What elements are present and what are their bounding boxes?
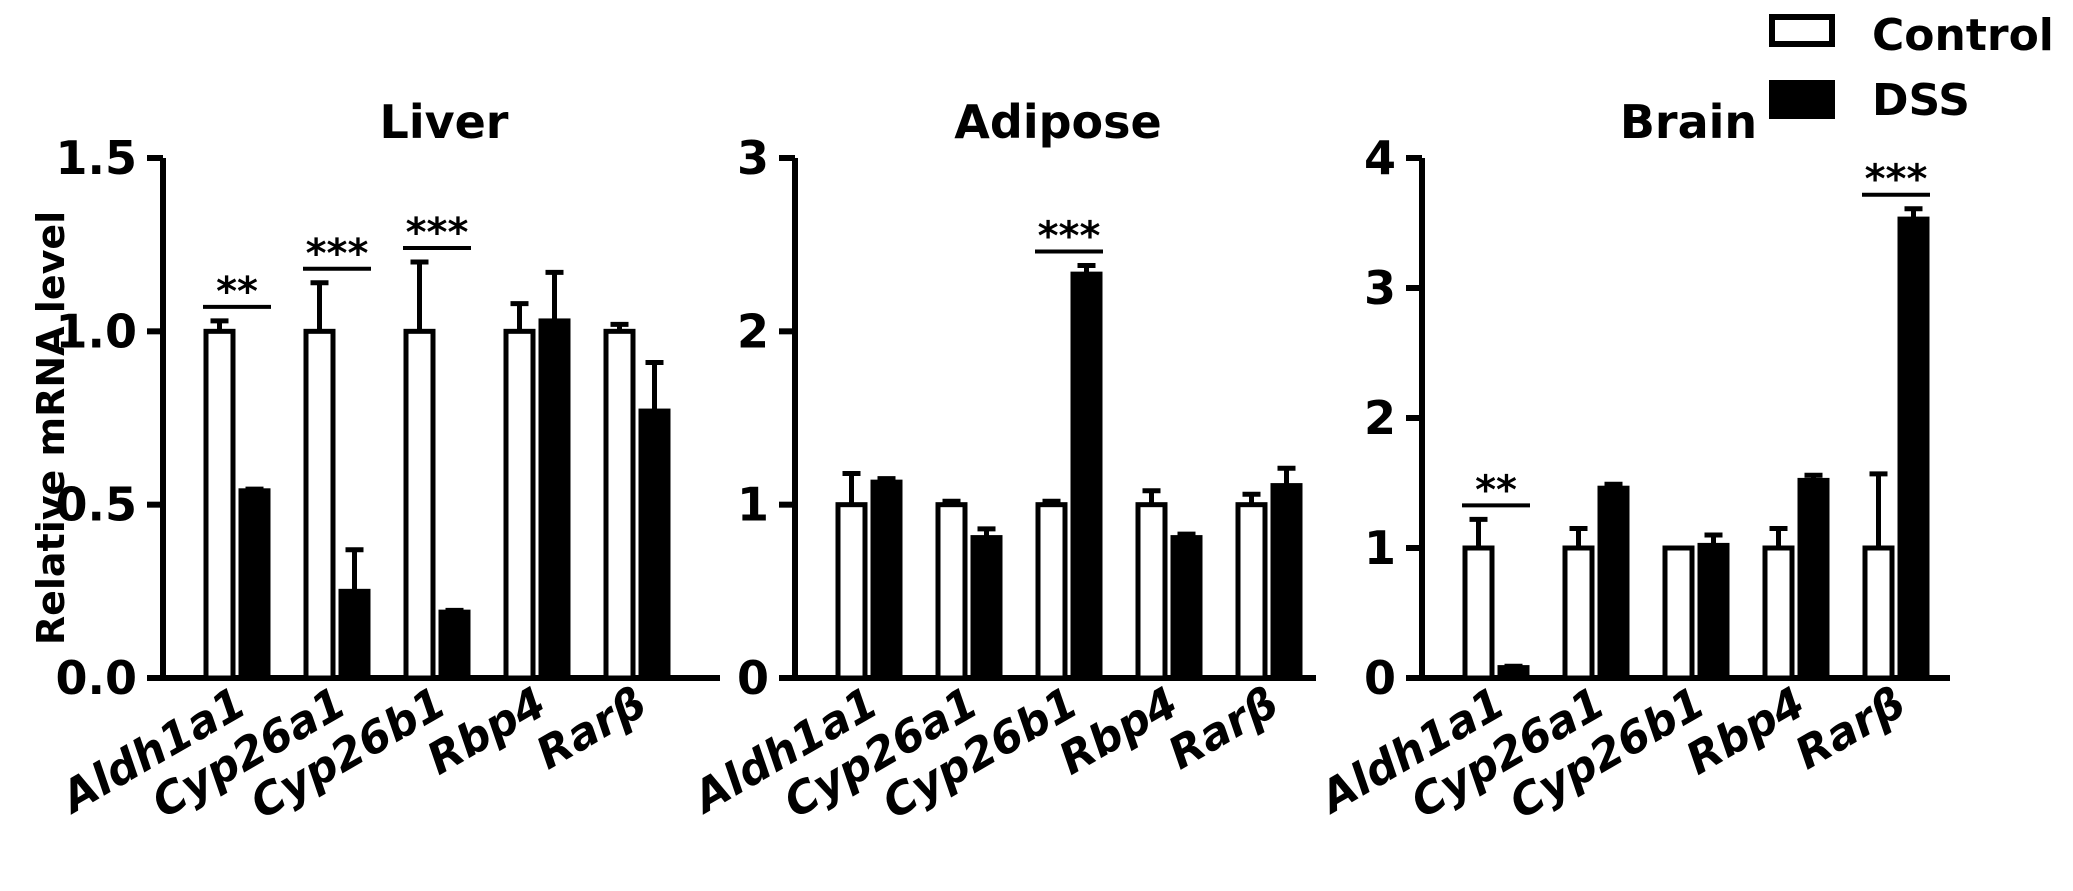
significance-label: ** xyxy=(1475,467,1517,513)
y-tick-label: 0 xyxy=(1364,651,1396,705)
bar-control-2 xyxy=(403,328,436,681)
y-tick-label: 2 xyxy=(1364,391,1396,445)
significance-label: *** xyxy=(1865,157,1928,203)
x-tick-label: Rarβ xyxy=(1160,677,1287,780)
y-tick-label: 1.0 xyxy=(56,304,138,358)
bar-control-0 xyxy=(835,502,868,681)
bar-control-2 xyxy=(1662,545,1695,681)
bar-dss-0 xyxy=(1497,665,1530,681)
x-tick-label: Rarβ xyxy=(528,677,655,780)
significance-label: *** xyxy=(406,210,469,256)
significance-label: ** xyxy=(216,269,258,315)
significance-label: *** xyxy=(306,231,369,277)
y-tick-label: 1 xyxy=(737,478,769,532)
bar-control-3 xyxy=(503,328,536,681)
bar-control-1 xyxy=(1562,545,1595,681)
bar-dss-0 xyxy=(238,488,271,681)
bar-dss-1 xyxy=(1597,485,1630,681)
y-tick-label: 3 xyxy=(1364,261,1396,315)
panel-title: Adipose xyxy=(954,95,1161,149)
bar-dss-1 xyxy=(338,588,371,681)
bar-dss-4 xyxy=(638,408,671,681)
panel-title: Brain xyxy=(1620,95,1757,149)
panel-title: Liver xyxy=(380,95,509,149)
significance-label: *** xyxy=(1038,213,1101,259)
bar-dss-1 xyxy=(970,535,1003,681)
bar-dss-2 xyxy=(1697,542,1730,681)
x-tick-label: Rarβ xyxy=(1787,677,1914,780)
bar-dss-2 xyxy=(1070,271,1103,681)
bar-control-2 xyxy=(1035,502,1068,681)
legend-label-control: Control xyxy=(1872,10,2054,61)
bar-dss-3 xyxy=(1797,477,1830,681)
legend-swatch-dss xyxy=(1769,80,1835,119)
bar-dss-0 xyxy=(870,479,903,681)
bar-control-0 xyxy=(1462,545,1495,681)
y-tick-label: 4 xyxy=(1364,131,1396,185)
y-tick-label: 3 xyxy=(737,131,769,185)
y-tick-label: 2 xyxy=(737,304,769,358)
bar-control-0 xyxy=(203,328,236,681)
y-tick-label: 0.5 xyxy=(56,478,138,532)
bar-control-3 xyxy=(1762,545,1795,681)
panel-2: Brain01234*****Aldh1a1Cyp26a1Cyp26b1Rbp4… xyxy=(1310,95,1950,829)
panel-1: Adipose0123***Aldh1a1Cyp26a1Cyp26b1Rbp4R… xyxy=(683,95,1316,829)
y-tick-label: 1.5 xyxy=(56,131,138,185)
bar-dss-3 xyxy=(538,318,571,681)
y-axis-label: Relative mRNA level xyxy=(29,211,73,645)
legend: Control DSS xyxy=(1769,10,2054,126)
y-tick-label: 0.0 xyxy=(56,651,138,705)
bar-dss-4 xyxy=(1897,216,1930,681)
legend-label-dss: DSS xyxy=(1872,75,1970,126)
bar-control-1 xyxy=(935,502,968,681)
bar-control-3 xyxy=(1135,502,1168,681)
bar-dss-3 xyxy=(1170,535,1203,681)
legend-swatch-control xyxy=(1769,14,1835,47)
bar-dss-2 xyxy=(438,609,471,681)
bar-control-4 xyxy=(603,328,636,681)
y-tick-label: 0 xyxy=(737,651,769,705)
bar-control-4 xyxy=(1235,502,1268,681)
y-tick-label: 1 xyxy=(1364,521,1396,575)
bar-dss-4 xyxy=(1270,483,1303,681)
bar-control-4 xyxy=(1862,545,1895,681)
bar-control-1 xyxy=(303,328,336,681)
